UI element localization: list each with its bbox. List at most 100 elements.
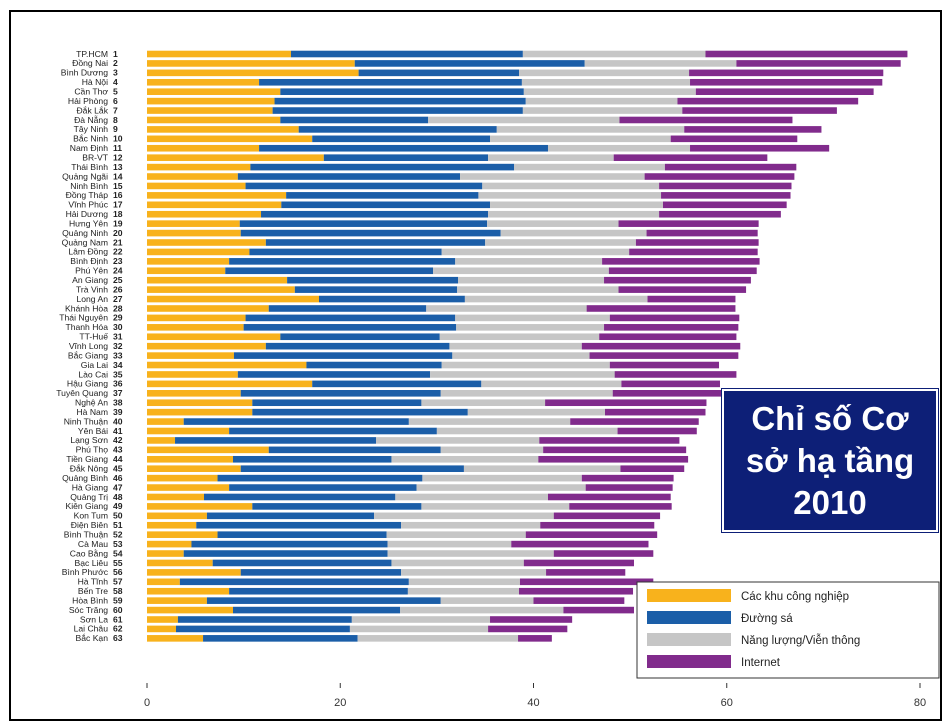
bar-segment <box>147 144 260 152</box>
bar-segment <box>538 455 689 463</box>
rank-label: 45 <box>113 464 123 474</box>
bar-segment <box>243 324 457 331</box>
bar-segment <box>225 267 434 275</box>
bar-segment <box>488 210 660 218</box>
bar-segment <box>569 503 672 510</box>
rank-label: 54 <box>113 548 123 558</box>
province-label: Điện Biên <box>71 520 108 530</box>
rank-label: 15 <box>113 181 123 191</box>
province-label: Thanh Hóa <box>65 322 108 332</box>
bar-segment <box>436 427 618 435</box>
province-label: Nam Định <box>70 143 108 153</box>
province-label: Lâm Đồng <box>68 247 108 257</box>
bar-segment <box>608 267 757 275</box>
bar-segment <box>455 258 603 265</box>
bar-segment <box>147 295 319 303</box>
bar-segment <box>147 437 176 444</box>
bar-segment <box>147 606 233 614</box>
rank-label: 34 <box>113 360 123 370</box>
province-label: Vĩnh Phúc <box>68 200 108 210</box>
bar-segment <box>290 50 523 58</box>
rank-label: 17 <box>113 200 123 210</box>
bar-segment <box>261 210 489 218</box>
bar-segment <box>570 418 699 425</box>
province-label: Bình Thuận <box>64 529 108 539</box>
rank-label: 19 <box>113 218 123 228</box>
province-label: Vĩnh Long <box>69 341 108 351</box>
bar-segment <box>358 69 520 77</box>
bar-segment <box>147 512 207 520</box>
bar-segment <box>400 606 564 614</box>
province-label: Quảng Trị <box>70 492 108 502</box>
rank-label: 55 <box>113 558 123 568</box>
bar-segment <box>268 446 441 454</box>
bar-segment <box>441 361 610 369</box>
bar-segment <box>175 625 350 633</box>
x-tick-label: 0 <box>144 697 150 709</box>
x-tick-label: 80 <box>914 697 926 709</box>
bar-segment <box>147 248 250 256</box>
bar-segment <box>401 569 547 576</box>
bar-segment <box>609 361 720 369</box>
province-label: Bắc Kạn <box>76 633 109 643</box>
bar-segment <box>249 248 442 256</box>
bar-segment <box>695 88 874 95</box>
province-label: Đà Nẵng <box>74 115 108 125</box>
bar-segment <box>217 474 423 482</box>
rank-label: 42 <box>113 435 123 445</box>
bar-segment <box>349 625 489 633</box>
province-label: Thái Bình <box>71 162 108 172</box>
bar-segment <box>147 342 266 350</box>
province-label: Tiền Giang <box>66 454 108 464</box>
rank-label: 38 <box>113 398 123 408</box>
rank-label: 3 <box>113 68 118 78</box>
province-label: Phú Thọ <box>76 445 109 455</box>
bar-segment <box>147 531 218 538</box>
province-label: Bạc Liêu <box>75 558 109 568</box>
bar-segment <box>233 606 401 614</box>
province-label: Phú Yên <box>75 266 108 276</box>
bar-segment <box>602 258 760 265</box>
province-label: TP.HCM <box>76 49 108 59</box>
bar-segment <box>440 446 544 454</box>
bar-segment <box>490 616 573 623</box>
bar-segment <box>426 305 587 312</box>
bar-segment <box>147 173 238 180</box>
bar-segment <box>485 239 636 246</box>
bar-segment <box>147 390 241 397</box>
bar-segment <box>147 635 204 642</box>
province-label: Bắc Giang <box>68 350 108 360</box>
bar-segment <box>147 314 246 322</box>
province-label: Khánh Hòa <box>65 303 108 313</box>
bar-segment <box>553 512 661 520</box>
bar-segment <box>519 587 634 595</box>
rank-label: 13 <box>113 162 123 172</box>
bar-segment <box>662 201 787 209</box>
bar-segment <box>684 126 822 133</box>
province-label: Đồng Tháp <box>66 190 109 200</box>
rank-label: 46 <box>113 473 123 483</box>
bar-segment <box>147 201 282 209</box>
legend-swatch <box>647 655 731 668</box>
bar-segment <box>736 60 901 67</box>
rank-label: 51 <box>113 520 123 530</box>
bar-segment <box>460 173 645 180</box>
bar-segment <box>147 154 324 161</box>
rank-label: 41 <box>113 426 123 436</box>
bar-segment <box>629 248 758 256</box>
bar-segment <box>391 455 539 463</box>
rank-label: 63 <box>113 633 123 643</box>
bar-segment <box>147 60 355 67</box>
bar-segment <box>252 408 468 416</box>
province-label: Hà Nội <box>82 77 108 87</box>
bar-segment <box>617 427 697 435</box>
bar-segment <box>374 512 554 520</box>
province-label: Bình Định <box>70 256 108 266</box>
bar-segment <box>511 540 649 548</box>
bar-segment <box>546 569 626 576</box>
rank-label: 26 <box>113 284 123 294</box>
bar-segment <box>539 437 680 444</box>
bar-segment <box>618 220 759 227</box>
bar-segment <box>147 380 313 388</box>
bar-segment <box>514 163 665 171</box>
